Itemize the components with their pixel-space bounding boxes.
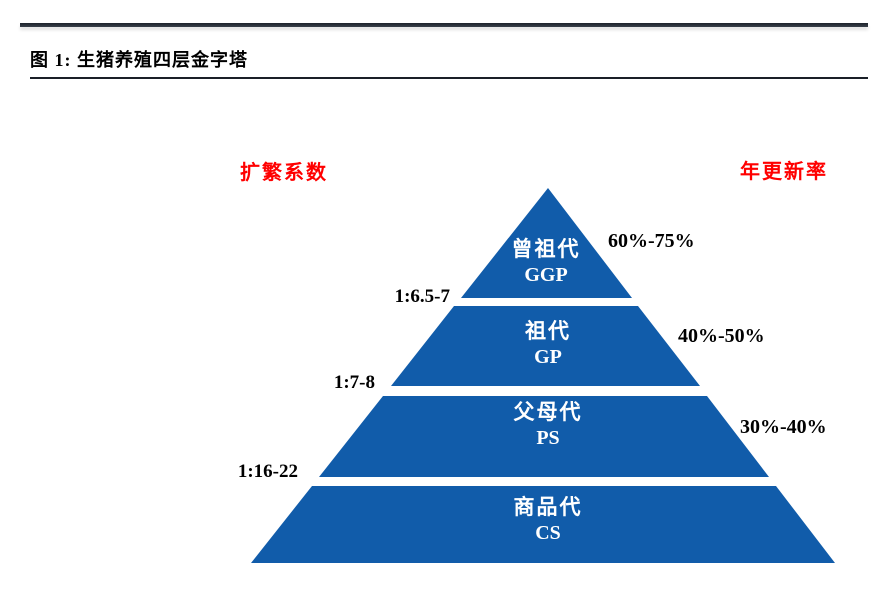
tier-ps-shape — [319, 396, 769, 477]
renewal-rate-ggp: 60%-75% — [608, 230, 695, 252]
expansion-coefficient-header: 扩繁系数 — [240, 160, 328, 184]
figure-title: 图 1: 生猪养殖四层金字塔 — [30, 50, 248, 70]
tier-ggp-label: 曾祖代 GGP — [512, 236, 581, 288]
tier-cs-label: 商品代 CS — [514, 494, 583, 546]
tier-cs-shape — [251, 486, 835, 563]
tier-gp-shape — [391, 306, 700, 386]
expansion-ratio-gp-ps: 1:7-8 — [333, 372, 375, 393]
title-underline — [30, 77, 868, 79]
tier-ggp-name-cn: 曾祖代 — [511, 237, 581, 261]
expansion-ratio-ggp-gp: 1:6.5-7 — [394, 286, 450, 307]
tier-ps-name-cn: 父母代 — [513, 400, 583, 424]
tier-gp-label: 祖代 GP — [525, 318, 571, 370]
tier-cs-code: CS — [535, 522, 561, 544]
tier-ggp-code: GGP — [524, 264, 568, 286]
tier-gp-code: GP — [534, 346, 562, 368]
renewal-rate-ps: 30%-40% — [740, 416, 827, 438]
tier-ps-label: 父母代 PS — [514, 399, 583, 451]
tier-gp-name-cn: 祖代 — [525, 319, 571, 343]
top-rule-divider — [20, 23, 868, 27]
tier-cs-name-cn: 商品代 — [513, 495, 583, 519]
renewal-rate-gp: 40%-50% — [678, 325, 765, 347]
annual-renewal-rate-header: 年更新率 — [740, 159, 828, 183]
expansion-ratio-ps-cs: 1:16-22 — [237, 461, 298, 482]
tier-ggp-shape — [461, 188, 632, 298]
tier-ps-code: PS — [536, 427, 560, 449]
